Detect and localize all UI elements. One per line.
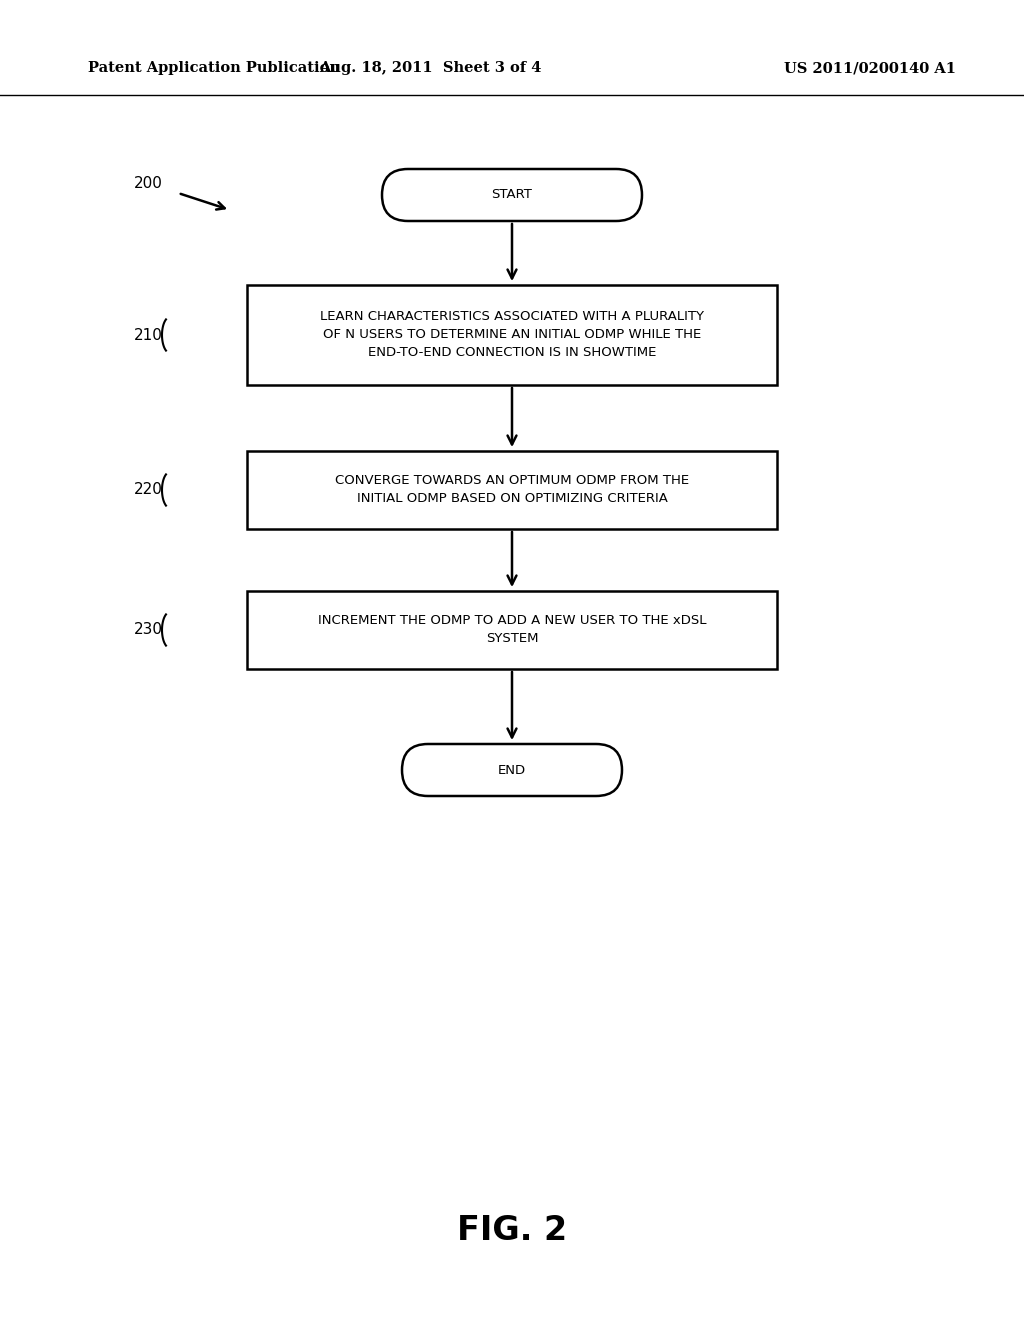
Text: INCREMENT THE ODMP TO ADD A NEW USER TO THE xDSL
SYSTEM: INCREMENT THE ODMP TO ADD A NEW USER TO … xyxy=(317,615,707,645)
FancyBboxPatch shape xyxy=(402,744,622,796)
Text: CONVERGE TOWARDS AN OPTIMUM ODMP FROM THE
INITIAL ODMP BASED ON OPTIMIZING CRITE: CONVERGE TOWARDS AN OPTIMUM ODMP FROM TH… xyxy=(335,474,689,506)
FancyBboxPatch shape xyxy=(247,285,777,385)
Text: LEARN CHARACTERISTICS ASSOCIATED WITH A PLURALITY
OF N USERS TO DETERMINE AN INI: LEARN CHARACTERISTICS ASSOCIATED WITH A … xyxy=(319,310,705,359)
FancyBboxPatch shape xyxy=(247,591,777,669)
FancyBboxPatch shape xyxy=(382,169,642,220)
Text: Patent Application Publication: Patent Application Publication xyxy=(88,61,340,75)
Text: START: START xyxy=(492,189,532,202)
Text: END: END xyxy=(498,763,526,776)
Text: 230: 230 xyxy=(133,623,163,638)
Text: FIG. 2: FIG. 2 xyxy=(457,1213,567,1246)
Text: US 2011/0200140 A1: US 2011/0200140 A1 xyxy=(784,61,956,75)
Text: Aug. 18, 2011  Sheet 3 of 4: Aug. 18, 2011 Sheet 3 of 4 xyxy=(318,61,542,75)
Text: 220: 220 xyxy=(133,483,163,498)
Text: 210: 210 xyxy=(133,327,163,342)
Text: 200: 200 xyxy=(133,176,163,190)
FancyBboxPatch shape xyxy=(247,451,777,529)
